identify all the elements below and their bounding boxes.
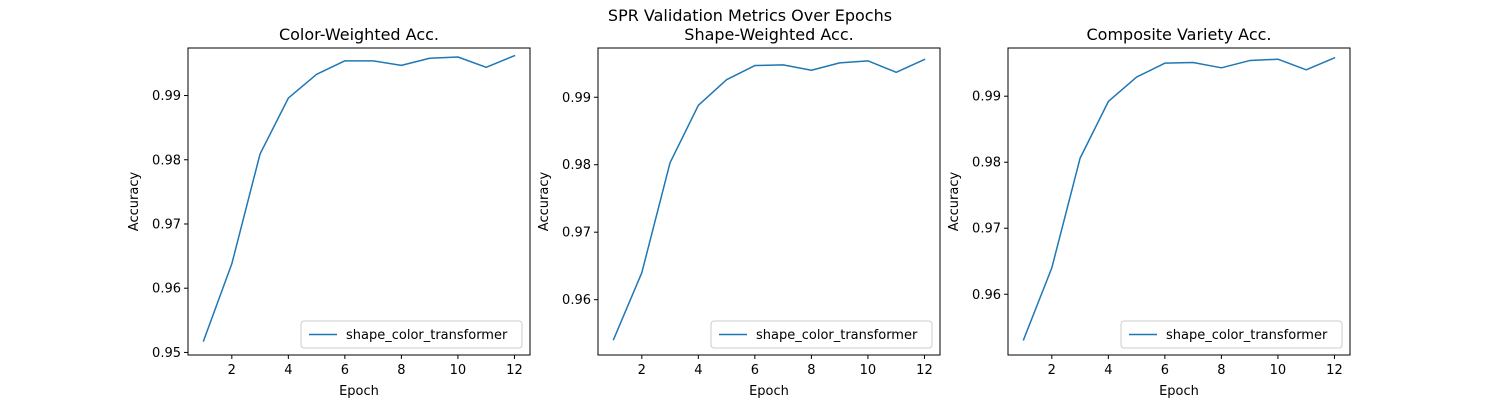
x-tick-label: 8 — [397, 363, 405, 378]
y-tick-label: 0.95 — [152, 346, 181, 361]
y-tick-label: 0.96 — [562, 293, 591, 308]
x-tick-label: 8 — [1217, 363, 1225, 378]
legend-box — [1120, 320, 1343, 349]
axes-frame — [597, 47, 941, 356]
x-tick-label: 6 — [1161, 363, 1169, 378]
x-tick-label: 2 — [228, 363, 236, 378]
subplot-title: Composite Variety Acc. — [1086, 25, 1271, 44]
y-tick-label: 0.96 — [972, 288, 1001, 303]
x-axis-label: Epoch — [1159, 384, 1199, 399]
x-tick-label: 2 — [1048, 363, 1056, 378]
x-tick-label: 4 — [694, 363, 702, 378]
y-axis-label: Accuracy — [537, 172, 552, 232]
legend-label: shape_color_transformer — [1166, 328, 1328, 343]
y-tick-label: 0.99 — [152, 89, 181, 104]
y-tick-label: 0.97 — [562, 226, 591, 241]
x-tick-label: 6 — [341, 363, 349, 378]
legend-label: shape_color_transformer — [346, 328, 508, 343]
x-tick-label: 12 — [1326, 363, 1343, 378]
subplot-title: Color-Weighted Acc. — [279, 25, 439, 44]
y-tick-label: 0.97 — [152, 217, 181, 232]
x-tick-label: 10 — [450, 363, 467, 378]
x-tick-label: 10 — [860, 363, 877, 378]
y-tick-label: 0.98 — [152, 153, 181, 168]
series-line-1 — [1022, 56, 1336, 341]
axes-frame — [187, 47, 531, 356]
y-tick-label: 0.99 — [562, 91, 591, 106]
series-line-1 — [202, 54, 516, 342]
x-axis-label: Epoch — [339, 384, 379, 399]
y-tick-label: 0.98 — [562, 158, 591, 173]
x-tick-label: 4 — [1104, 363, 1112, 378]
x-tick-label: 4 — [284, 363, 292, 378]
y-tick-label: 0.97 — [972, 222, 1001, 237]
subplot-1: Color-Weighted Acc. 2 4 6 8 10 12 0.95 0.96 0.97 0… — [127, 25, 531, 399]
y-tick-label: 0.96 — [152, 282, 181, 297]
x-axis-label: Epoch — [749, 384, 789, 399]
subplot-2: Shape-Weighted Acc. 2 4 6 8 10 12 0.96 0.97 0.98 0… — [537, 25, 941, 399]
legend-label: shape_color_transformer — [756, 328, 918, 343]
x-tick-label: 6 — [751, 363, 759, 378]
y-axis-label: Accuracy — [127, 172, 142, 232]
x-tick-label: 12 — [916, 363, 933, 378]
x-tick-label: 12 — [506, 363, 523, 378]
x-tick-label: 8 — [807, 363, 815, 378]
legend-box — [300, 320, 523, 349]
subplot-3: Composite Variety Acc. 2 4 6 8 10 12 0.96 0.97 0.… — [947, 25, 1351, 399]
legend-box — [710, 320, 933, 349]
y-tick-label: 0.98 — [972, 156, 1001, 171]
series-line-1 — [612, 58, 926, 341]
axes-frame — [1007, 47, 1351, 356]
x-tick-label: 2 — [638, 363, 646, 378]
subplot-title: Shape-Weighted Acc. — [684, 25, 853, 44]
y-axis-label: Accuracy — [947, 172, 962, 232]
axes-container: Color-Weighted Acc. 2 4 6 8 10 12 0.95 0.96 0.97 0… — [127, 25, 1351, 399]
y-tick-label: 0.99 — [972, 90, 1001, 105]
x-tick-label: 10 — [1270, 363, 1287, 378]
figure-title: SPR Validation Metrics Over Epochs — [608, 6, 892, 25]
